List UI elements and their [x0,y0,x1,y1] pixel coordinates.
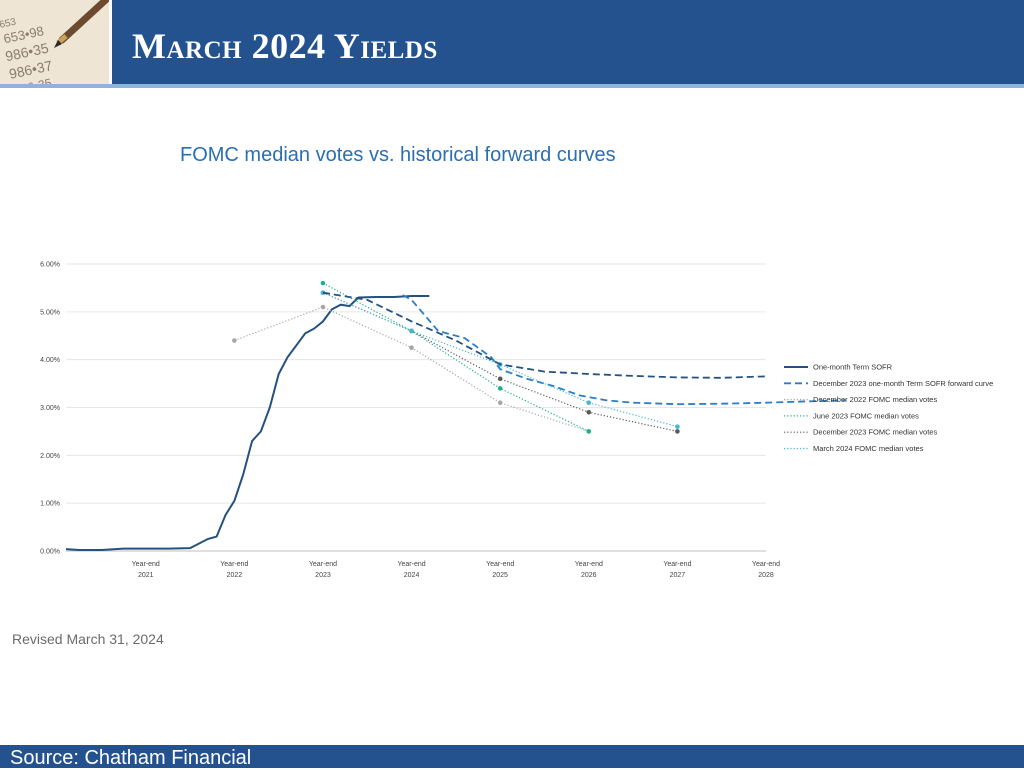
series-line [402,294,846,406]
series-line [234,306,589,432]
data-point [497,386,503,391]
x-tick-label: Year-end [575,561,603,568]
data-point [497,376,503,382]
series-line [322,292,678,432]
legend-entry: December 2023 FOMC median votes [813,428,937,437]
data-point [320,280,326,286]
x-tick-label: Year-end [220,561,248,568]
x-tick-label: 2025 [492,572,508,579]
x-tick-label: 2027 [670,572,686,579]
y-tick-label: 4.00% [40,357,60,364]
data-point [675,424,680,429]
y-tick-label: 6.00% [40,262,60,269]
x-tick-label: Year-end [486,561,514,568]
y-tick-label: 5.00% [40,309,60,316]
series-line [322,292,678,428]
x-tick-label: 2024 [404,572,420,579]
data-point [320,304,326,310]
source-note: Source: Chatham Financial [10,747,252,769]
slide-title: March 2024 Yields [132,26,438,66]
data-point [320,290,326,296]
y-tick-label: 0.00% [40,549,60,556]
svg-text:,653: ,653 [0,17,18,32]
ledger-pen-icon: ,653 653•98 986•35 986•37 986•35 [0,0,112,84]
svg-text:986•35: 986•35 [13,76,53,84]
x-tick-label: 2028 [758,572,774,579]
x-tick-label: 2022 [227,572,243,579]
x-tick-label: 2023 [315,572,331,579]
x-tick-label: Year-end [752,561,780,568]
x-tick-label: 2026 [581,572,597,579]
data-point [409,328,414,334]
legend-entry: March 2024 FOMC median votes [813,444,924,453]
series-line [65,295,430,551]
data-point [409,345,414,351]
x-tick-label: Year-end [397,561,425,568]
x-tick-label: 2021 [138,572,154,579]
legend-entry: December 2022 FOMC median votes [813,395,937,404]
x-tick-label: Year-end [132,561,160,568]
data-point [232,338,237,343]
y-tick-label: 1.00% [40,501,60,508]
data-point [586,400,592,406]
data-point [675,429,680,434]
x-tick-label: Year-end [663,561,691,568]
legend-entry: December 2023 one-month Term SOFR forwar… [813,379,993,388]
series-line [322,282,590,432]
revised-date: Revised March 31, 2024 [12,631,164,647]
footer-bar [0,745,1024,768]
legend-entry: June 2023 FOMC median votes [813,411,919,420]
chart-title: FOMC median votes vs. historical forward… [180,144,616,166]
y-tick-label: 3.00% [40,405,60,412]
x-tick-label: Year-end [309,561,337,568]
header-stripe [0,84,1024,88]
data-point [497,400,503,406]
header-bar [0,0,1024,84]
legend-entry: One-month Term SOFR [813,363,893,372]
line-chart: 0.00% 1.00% 2.00% 3.00% 4.00% 5.00% 6.00% Year… [40,262,993,580]
series-line [322,291,767,379]
y-tick-label: 2.00% [40,453,60,460]
data-point [586,409,592,415]
data-point [586,429,592,434]
